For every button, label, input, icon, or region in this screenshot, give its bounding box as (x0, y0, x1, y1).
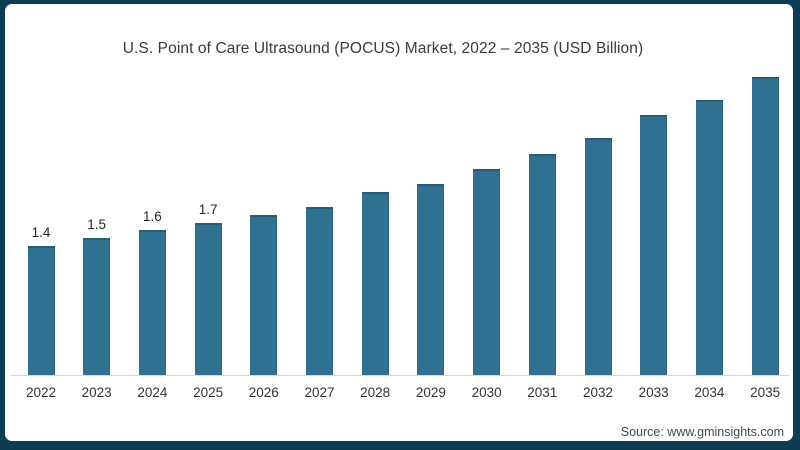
bar-2027 (306, 207, 333, 375)
bar-value-label-2022: 1.4 (31, 225, 51, 240)
x-tick-label-2031: 2031 (527, 385, 558, 400)
x-tick-label-2034: 2034 (694, 385, 725, 400)
bar-2026 (250, 215, 278, 375)
bar-2025 (194, 223, 222, 375)
chart-title: U.S. Point of Care Ultrasound (POCUS) Ma… (122, 40, 644, 57)
bar-2022 (27, 246, 55, 375)
x-tick-label-2023: 2023 (81, 385, 112, 400)
bar-2028 (361, 192, 389, 375)
bar-2023 (83, 238, 111, 375)
x-tick-label-2022: 2022 (25, 385, 57, 400)
x-tick-label-2029: 2029 (415, 385, 446, 400)
x-tick-label-2026: 2026 (248, 385, 279, 400)
bar-value-label-2025: 1.7 (198, 202, 218, 217)
bar-2030 (473, 169, 501, 375)
x-tick-label-2028: 2028 (360, 385, 391, 400)
x-tick-label-2033: 2033 (638, 385, 669, 400)
x-tick-label-2027: 2027 (304, 385, 335, 400)
bar-value-label-2023: 1.5 (87, 217, 107, 232)
x-tick-label-2032: 2032 (582, 385, 614, 400)
bar-2024 (138, 230, 166, 375)
bar-2035 (751, 77, 779, 375)
x-tick-label-2030: 2030 (471, 385, 502, 400)
x-tick-label-2035: 2035 (750, 385, 781, 400)
bar-2033 (640, 115, 668, 375)
x-tick-label-2024: 2024 (137, 385, 168, 400)
bar-2032 (584, 138, 612, 375)
x-axis-line (11, 375, 789, 376)
x-tick-label-2025: 2025 (193, 385, 224, 400)
bar-value-label-2024: 1.6 (143, 209, 162, 224)
bar-2029 (417, 184, 445, 375)
bar-2031 (528, 154, 556, 375)
bar-2034 (695, 100, 723, 375)
source-credit: Source: www.gminsights.com (620, 425, 784, 439)
